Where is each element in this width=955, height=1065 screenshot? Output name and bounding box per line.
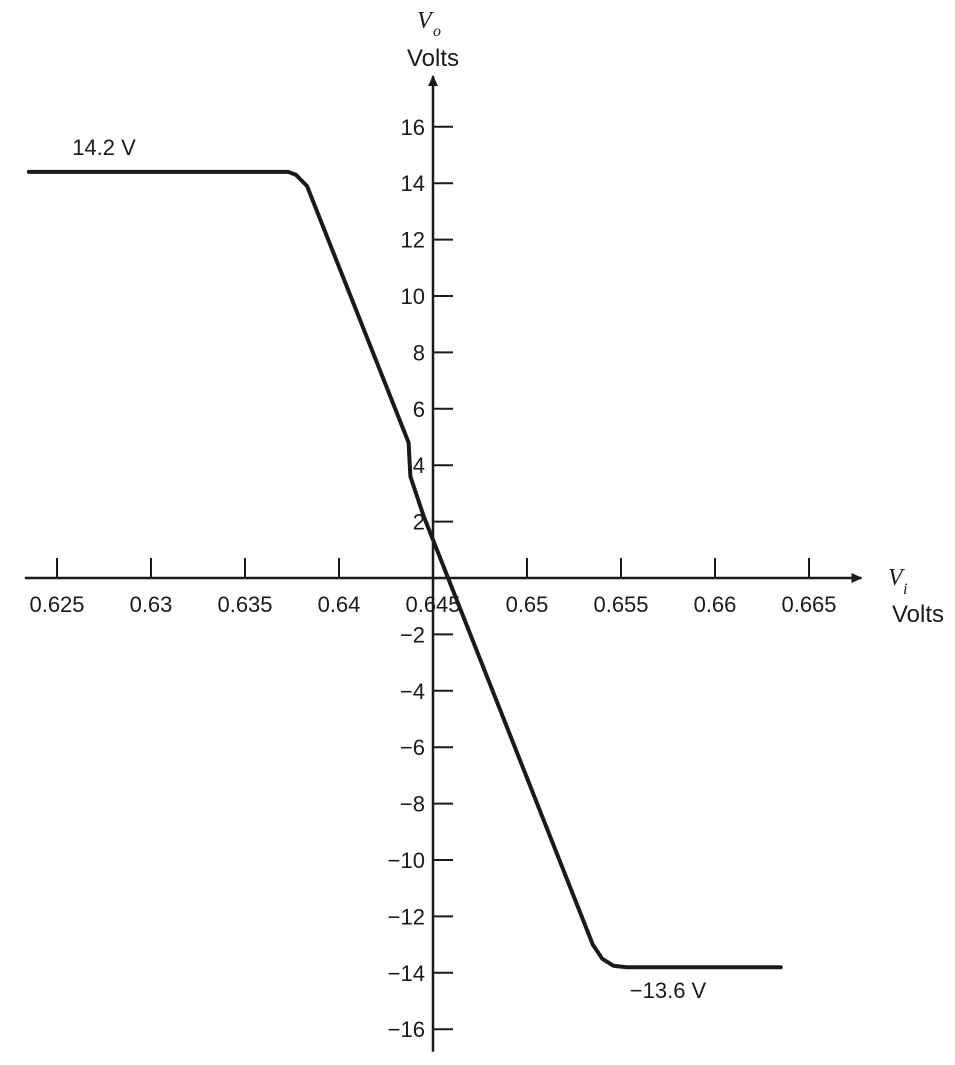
y-axis-unit: Volts: [407, 45, 459, 72]
y-tick-label: 6: [413, 397, 425, 422]
x-tick-label: 0.645: [405, 592, 460, 617]
x-axis-unit: Volts: [892, 601, 944, 628]
y-tick-label: 12: [401, 228, 425, 253]
y-tick-label: 10: [401, 284, 425, 309]
level-annotation: −13.6 V: [630, 978, 707, 1003]
x-axis-variable: V: [888, 565, 905, 591]
x-tick-label: 0.63: [130, 592, 173, 617]
x-ticks: 0.625 0.63 0.635 0.64 0.645 0.65 0.655 0.66 0.66…: [29, 558, 837, 617]
x-tick-label: 0.66: [694, 592, 737, 617]
x-tick-label: 0.64: [318, 592, 361, 617]
y-tick-label: −16: [388, 1017, 425, 1042]
output-voltage-curve: [26, 169, 783, 970]
y-tick-label: 14: [401, 171, 425, 196]
x-axis-subscript: i: [903, 581, 907, 598]
x-tick-label: 0.635: [217, 592, 272, 617]
y-axis-label: V o Volts: [407, 8, 459, 72]
x-tick-label: 0.655: [593, 592, 648, 617]
annotations: 14.2 V −13.6 V: [72, 135, 706, 1003]
y-axis-variable: V: [417, 8, 434, 34]
y-tick-label: −10: [388, 848, 425, 873]
x-tick-label: 0.665: [781, 592, 836, 617]
y-tick-label: −6: [400, 735, 425, 760]
x-axis-label: V i Volts: [888, 565, 944, 628]
y-tick-label: −4: [400, 679, 425, 704]
level-annotation: 14.2 V: [72, 135, 136, 160]
y-tick-label: 8: [413, 340, 425, 365]
y-axis-subscript: o: [433, 23, 441, 40]
x-tick-label: 0.65: [506, 592, 549, 617]
x-tick-label: 0.625: [29, 592, 84, 617]
y-tick-label: −2: [400, 622, 425, 647]
y-tick-label: 4: [413, 453, 425, 478]
y-tick-label: 16: [401, 115, 425, 140]
y-tick-label: −14: [388, 961, 425, 986]
y-tick-label: −12: [388, 904, 425, 929]
y-tick-label: −8: [400, 792, 425, 817]
